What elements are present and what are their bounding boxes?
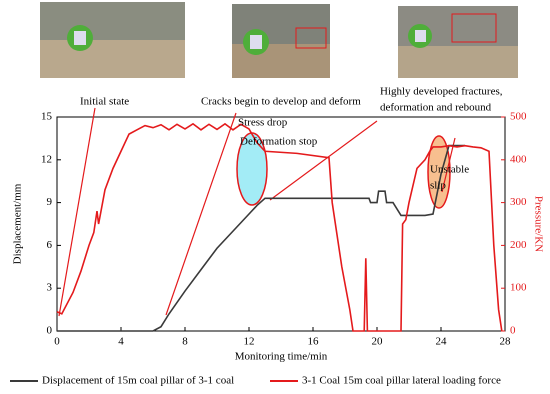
- series-line: [56, 122, 503, 332]
- highlight: [427, 135, 451, 209]
- x-tick-label: 0: [54, 336, 60, 348]
- photos: [40, 2, 518, 78]
- x-tick-label: 20: [372, 336, 384, 348]
- x-tick-label: 12: [244, 336, 255, 348]
- x-tick-label: 4: [118, 336, 124, 348]
- annotation: Initial state: [80, 96, 129, 108]
- y-tick-label: 0: [47, 325, 53, 337]
- y2-tick-label: 100: [510, 282, 527, 294]
- series-line: [57, 144, 465, 332]
- y-tick-label: 15: [41, 111, 53, 123]
- x-tick-label: 24: [436, 336, 448, 348]
- x-axis-label: Monitoring time/min: [235, 351, 328, 363]
- y2-tick-label: 400: [510, 153, 527, 165]
- plot-frame: [56, 116, 506, 332]
- y2-tick-label: 300: [510, 196, 527, 208]
- annotation: Deformation stop: [240, 136, 318, 148]
- y2-tick-label: 0: [510, 325, 516, 337]
- annotation: Highly developed fractures,: [380, 86, 503, 98]
- y-axis-label: Displacement/mm: [12, 183, 24, 264]
- y2-tick-label: 500: [510, 111, 527, 123]
- legend-label: Displacement of 15m coal pillar of 3-1 c…: [42, 375, 234, 387]
- y-tick-label: 6: [47, 239, 53, 251]
- legend-label: 3-1 Coal 15m coal pillar lateral loading…: [302, 375, 501, 387]
- annotation: Unstable: [430, 164, 469, 176]
- y2-tick-label: 200: [510, 239, 527, 251]
- legend: Displacement of 15m coal pillar of 3-1 c…: [10, 375, 501, 387]
- annotation: slip: [430, 180, 446, 192]
- annotation: Stress drop: [238, 117, 288, 129]
- x-tick-label: 28: [500, 336, 512, 348]
- annotation: deformation and rebound: [380, 102, 492, 114]
- y-tick-label: 3: [47, 282, 53, 294]
- y-tick-label: 12: [41, 153, 52, 165]
- x-tick-label: 16: [308, 336, 320, 348]
- x-tick-label: 8: [182, 336, 188, 348]
- annotation: Cracks begin to develop and deform: [201, 96, 361, 108]
- y-tick-label: 9: [47, 196, 53, 208]
- y2-axis-label: Pressure/KN: [532, 196, 544, 252]
